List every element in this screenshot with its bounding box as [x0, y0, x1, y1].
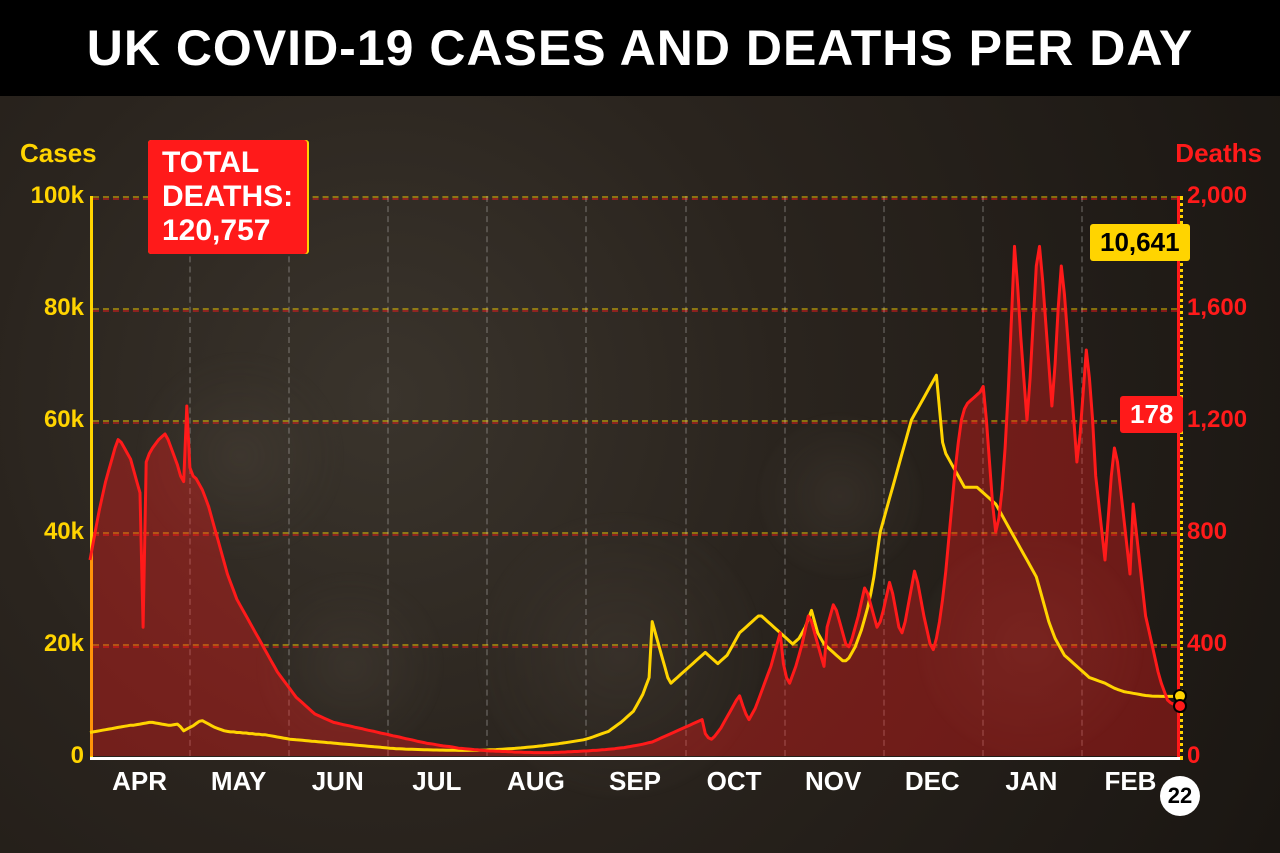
x-tick-label: AUG: [507, 766, 565, 797]
x-tick-label: OCT: [707, 766, 762, 797]
end-date-bubble: 22: [1160, 776, 1200, 816]
chart-area: Cases Deaths TOTAL CASES: 4,126,150 TOTA…: [0, 96, 1280, 853]
deaths-end-marker: [1173, 699, 1187, 713]
x-tick-label: DEC: [905, 766, 960, 797]
cases-end-label: 10,641: [1090, 224, 1190, 261]
x-tick-label: JUL: [412, 766, 461, 797]
bottom-axis: [90, 757, 1180, 760]
total-deaths-badge: TOTAL DEATHS: 120,757: [148, 140, 307, 254]
x-tick-label: SEP: [609, 766, 661, 797]
y-tick-label-left: 80k: [44, 294, 84, 322]
left-axis-title: Cases: [20, 138, 97, 169]
page-title: UK COVID-19 CASES AND DEATHS PER DAY: [87, 19, 1194, 77]
plot-region: APRMAYJUNJULAUGSEPOCTNOVDECJANFEB10,6411…: [90, 196, 1180, 756]
y-tick-label-left: 0: [71, 742, 84, 770]
x-tick-label: FEB: [1104, 766, 1156, 797]
y-tick-label-left: 100k: [31, 182, 84, 210]
y-tick-label-right: 0: [1187, 742, 1200, 770]
y-tick-label-left: 40k: [44, 518, 84, 546]
y-tick-label-right: 1,200: [1187, 406, 1247, 434]
y-tick-label-right: 800: [1187, 518, 1227, 546]
right-axis-title: Deaths: [1175, 138, 1262, 169]
y-tick-label-right: 400: [1187, 630, 1227, 658]
x-tick-label: JUN: [312, 766, 364, 797]
deaths-area: [90, 246, 1180, 756]
y-tick-label-right: 1,600: [1187, 294, 1247, 322]
end-date-line: [1180, 196, 1183, 760]
x-tick-label: JAN: [1005, 766, 1057, 797]
chart-svg: [90, 196, 1180, 756]
y-tick-label-left: 20k: [44, 630, 84, 658]
x-tick-label: MAY: [211, 766, 266, 797]
deaths-end-label: 178: [1120, 396, 1183, 433]
y-tick-label-left: 60k: [44, 406, 84, 434]
x-tick-label: NOV: [805, 766, 861, 797]
title-bar: UK COVID-19 CASES AND DEATHS PER DAY: [0, 0, 1280, 96]
y-tick-label-right: 2,000: [1187, 182, 1247, 210]
x-tick-label: APR: [112, 766, 167, 797]
